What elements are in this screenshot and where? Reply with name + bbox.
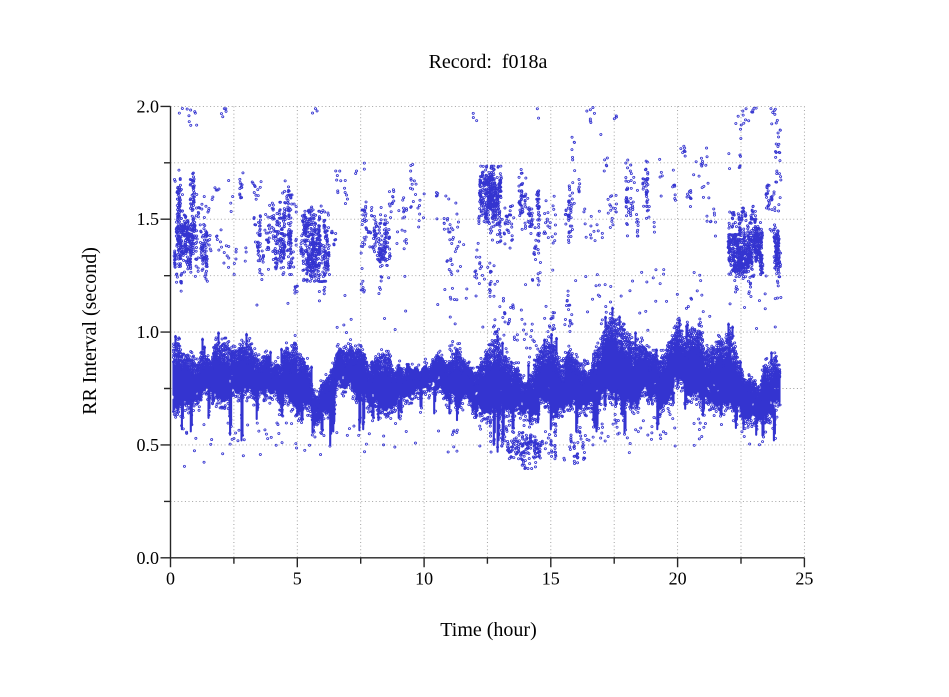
svg-text:10: 10 [415, 569, 433, 589]
svg-text:25: 25 [795, 569, 813, 589]
svg-text:0: 0 [166, 569, 175, 589]
svg-text:1.0: 1.0 [137, 322, 160, 342]
svg-text:0.5: 0.5 [137, 435, 160, 455]
svg-text:Time (hour): Time (hour) [440, 619, 536, 641]
svg-text:15: 15 [542, 569, 560, 589]
svg-text:2.0: 2.0 [137, 96, 160, 116]
svg-text:20: 20 [669, 569, 687, 589]
svg-text:5: 5 [293, 569, 302, 589]
svg-text:Record: f018a: Record: f018a [429, 51, 548, 73]
svg-text:0.0: 0.0 [137, 548, 160, 568]
svg-text:1.5: 1.5 [137, 209, 160, 229]
svg-text:RR Interval (second): RR Interval (second) [79, 247, 101, 415]
